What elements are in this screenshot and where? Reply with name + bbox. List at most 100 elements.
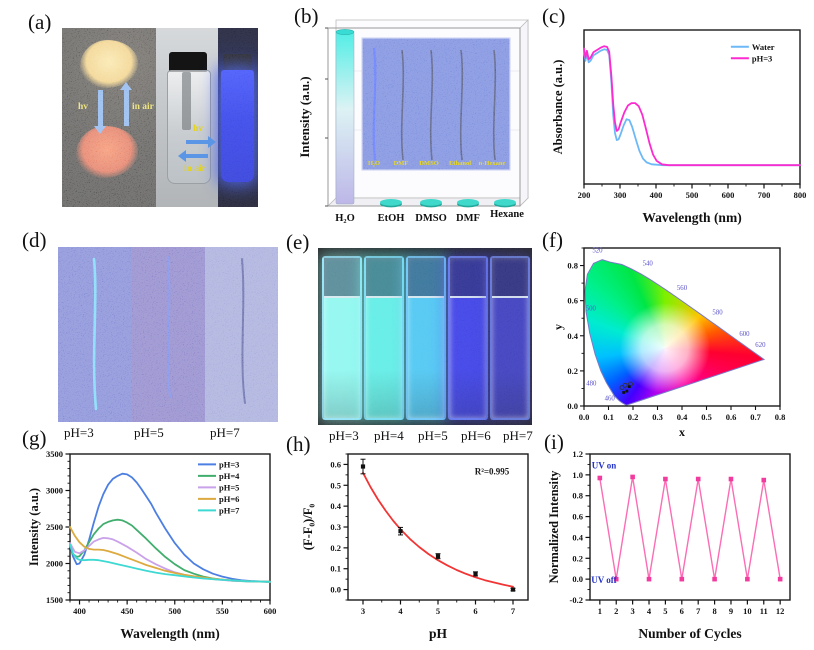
hv-arrow-down (98, 90, 103, 126)
in-air-left-arrowhead-icon (178, 150, 186, 162)
bar-h2o (335, 31, 355, 205)
cuvette-headspace (324, 258, 360, 299)
series-line-0 (362, 471, 514, 588)
yellow-powder (80, 40, 138, 88)
svg-text:DMF: DMF (456, 213, 480, 224)
svg-text:550: 550 (216, 606, 229, 616)
cuvette-headspace (366, 258, 402, 299)
panel-label-f: (f) (542, 228, 563, 252)
cuvette-headspace (408, 258, 444, 299)
plot-border (69, 453, 271, 601)
svg-text:200: 200 (578, 190, 591, 200)
marker (728, 476, 734, 482)
marker (510, 587, 516, 592)
svg-text:0.6: 0.6 (572, 512, 583, 522)
svg-text:pH=6: pH=6 (219, 494, 239, 504)
panel-label-i: (i) (544, 430, 564, 454)
caption-e-ph6: pH=6 (461, 428, 491, 443)
svg-text:520: 520 (592, 247, 603, 254)
svg-text:400: 400 (650, 190, 663, 200)
cie-point-filled (627, 385, 631, 389)
svg-text:7: 7 (511, 606, 516, 616)
svg-text:0.0: 0.0 (572, 574, 583, 584)
series-line-Water (583, 48, 801, 167)
glowing-blue-vial (221, 70, 254, 182)
marker (663, 476, 668, 482)
svg-text:4: 4 (647, 606, 652, 616)
marker (398, 529, 403, 534)
series-line-pH=7 (69, 543, 271, 583)
svg-text:0.6: 0.6 (567, 296, 578, 306)
cie-axes-overlay: 0.0 0.1 0.2 0.3 0.4 0.5 0.6 0.7 0.8 0.0 0.2 0.4 0.6 0… (551, 247, 785, 439)
svg-text:Water: Water (752, 42, 775, 52)
svg-text:620: 620 (755, 342, 766, 349)
marker (777, 576, 783, 582)
svg-text:6: 6 (680, 606, 684, 616)
svg-text:n-Hexane: n-Hexane (479, 160, 506, 167)
ticks: 3 4 5 6 7 0.0 0.1 0.2 0.3 0.4 0.5 0.6 (330, 453, 516, 616)
in-air-label: in air (132, 102, 154, 112)
cuvette-captions: pH=3 pH=4 pH=5 pH=6 pH=7 (318, 428, 533, 446)
svg-text:Intensity (a.u.): Intensity (a.u.) (27, 488, 41, 566)
svg-text:800: 800 (794, 190, 807, 200)
svg-text:1.0: 1.0 (572, 470, 583, 480)
svg-text:Wavelength (nm): Wavelength (nm) (120, 626, 219, 641)
svg-text:0.8: 0.8 (567, 261, 578, 271)
in-air-right-label: in air (184, 164, 206, 174)
cie-chromaticity-panel: 0.0 0.1 0.2 0.3 0.4 0.5 0.6 0.7 0.8 0.0 0.2 0.4 0.6 0… (550, 236, 812, 442)
svg-text:0.1: 0.1 (603, 412, 614, 422)
marker (712, 576, 717, 582)
svg-text:0.3: 0.3 (652, 412, 663, 422)
series (597, 474, 783, 582)
marker (745, 576, 750, 582)
red-powder (76, 126, 138, 178)
series (360, 458, 516, 592)
svg-text:x: x (679, 425, 685, 439)
svg-text:pH=3: pH=3 (752, 53, 772, 63)
svg-text:12: 12 (776, 606, 785, 616)
hv-right-arrow (186, 140, 208, 144)
svg-text:DMF: DMF (394, 160, 409, 167)
cuvette-pH=3 (322, 256, 362, 420)
svg-text:2: 2 (614, 606, 618, 616)
disk-EtOH (380, 199, 402, 206)
marker (761, 477, 767, 483)
inset-solvent-photo: H₂O DMF DMSO Ethanol n-Hexane (361, 37, 511, 171)
panel-label-e: (e) (286, 230, 310, 254)
powder-photo-region: hv in air (62, 28, 156, 207)
plot-border (583, 247, 781, 407)
svg-text:10: 10 (743, 606, 752, 616)
cuvette-headspace (492, 258, 528, 299)
caption-e-ph3: pH=3 (329, 428, 359, 443)
svg-text:0.2: 0.2 (628, 412, 639, 422)
svg-text:0.6: 0.6 (330, 459, 341, 469)
strip-ph7 (205, 247, 278, 422)
svg-text:600: 600 (264, 606, 277, 616)
svg-text:Ethanol: Ethanol (449, 160, 471, 167)
svg-text:460: 460 (605, 396, 616, 403)
cuvette-pH=5 (406, 256, 446, 420)
cuvette-pH=6 (448, 256, 488, 420)
svg-text:560: 560 (677, 285, 688, 292)
photo-ph-test-strips (58, 247, 278, 422)
svg-text:500: 500 (586, 305, 597, 312)
marker (473, 571, 478, 577)
series-line-pH=3 (583, 45, 801, 167)
svg-text:0.4: 0.4 (567, 331, 578, 341)
pipette (182, 72, 191, 130)
series-line-pH=6 (69, 526, 271, 583)
svg-text:500: 500 (686, 190, 699, 200)
vial-cap (169, 52, 207, 72)
photo-cuvettes (318, 248, 532, 425)
svg-text:600: 600 (722, 190, 735, 200)
caption-ph7: pH=7 (210, 425, 240, 440)
uv-vial-cap (223, 54, 252, 72)
caption-e-ph7: pH=7 (503, 428, 533, 443)
svg-text:11: 11 (760, 606, 768, 616)
cie-gamut-area (584, 248, 780, 406)
svg-text:6: 6 (473, 606, 477, 616)
hv-arrowhead-down-icon (94, 126, 106, 134)
svg-text:0.4: 0.4 (677, 412, 688, 422)
svg-text:0.2: 0.2 (567, 366, 578, 376)
